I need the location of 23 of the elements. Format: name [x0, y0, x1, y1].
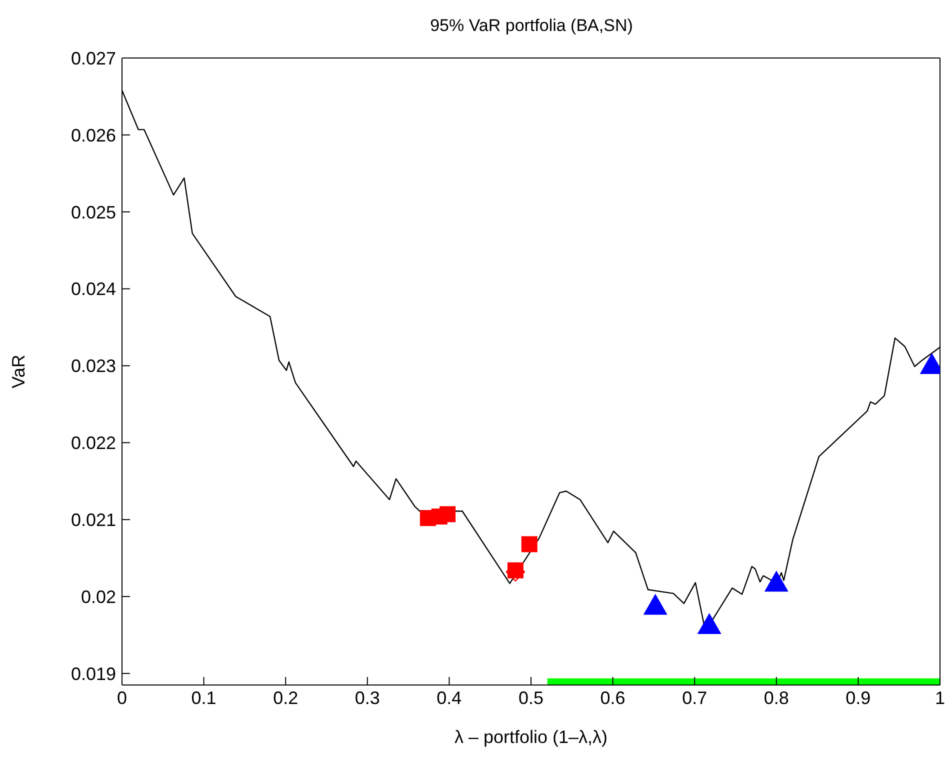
- y-tick-label: 0.021: [70, 510, 116, 530]
- y-tick-label: 0.023: [70, 356, 116, 376]
- y-tick-label: 0.022: [70, 433, 116, 454]
- y-tick-label: 0.024: [70, 279, 116, 300]
- x-tick-label: 0: [116, 688, 128, 708]
- y-tick-label: 0.025: [70, 202, 116, 222]
- x-tick-label: 0.6: [600, 688, 626, 708]
- x-axis-title: λ – portfolio (1–λ,λ): [454, 727, 608, 747]
- x-tick-label: 0.4: [436, 688, 462, 708]
- x-tick-label: 0.7: [682, 688, 708, 708]
- x-tick-label: 1: [934, 688, 946, 708]
- y-tick-label: 0.02: [80, 586, 116, 607]
- x-tick-label: 0.9: [846, 688, 871, 708]
- y-tick-label: 0.026: [70, 125, 116, 146]
- y-axis-title: VaR: [8, 354, 28, 388]
- x-tick-label: 0.3: [354, 688, 380, 708]
- y-tick-label: 0.019: [70, 664, 116, 684]
- x-tick-label: 0.5: [518, 688, 544, 708]
- x-tick-label: 0.8: [764, 688, 789, 708]
- x-tick-label: 0.1: [191, 688, 216, 708]
- chart-title: 95% VaR portfolia (BA,SN): [429, 16, 634, 36]
- x-tick-label: 0.2: [273, 688, 298, 708]
- y-tick-label: 0.027: [70, 48, 116, 68]
